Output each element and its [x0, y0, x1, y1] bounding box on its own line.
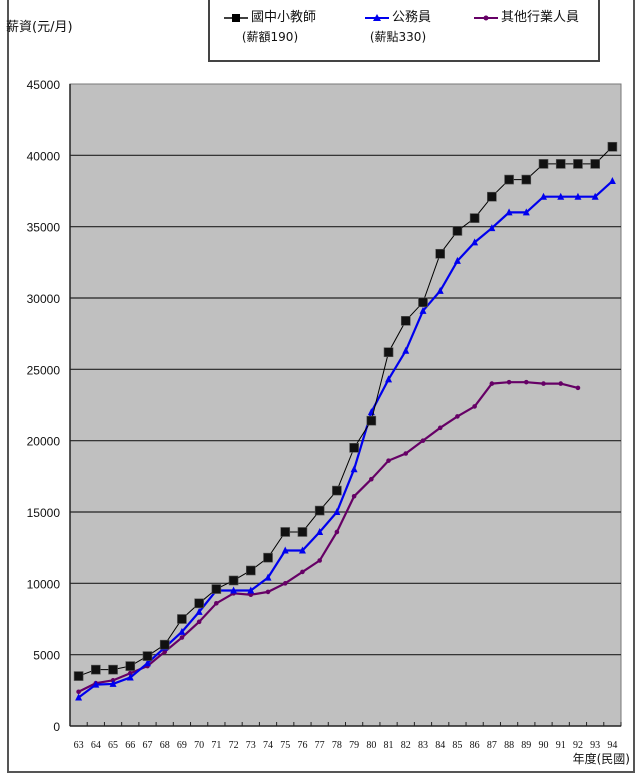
x-tick-label: 91	[556, 740, 566, 751]
legend: 國中小教師 (薪額190) 公務員 (薪點330) 其他行業人員	[208, 0, 600, 62]
x-tick-label: 92	[573, 740, 583, 751]
x-tick-label: 73	[246, 740, 256, 751]
x-tick-label: 71	[211, 740, 221, 751]
dot-marker-icon	[474, 15, 498, 20]
y-axis-label: 薪資(元/月)	[6, 20, 73, 35]
y-tick-label: 40000	[27, 149, 61, 163]
x-tick-label: 83	[418, 740, 428, 751]
x-tick-label: 63	[74, 740, 84, 751]
y-tick-label: 30000	[27, 292, 61, 306]
y-tick-label: 25000	[27, 363, 61, 377]
x-tick-label: 77	[315, 740, 325, 751]
plot-area	[69, 83, 622, 727]
legend-item-other: 其他行業人員	[474, 10, 579, 26]
x-tick-label: 66	[125, 740, 135, 751]
x-tick-label: 75	[280, 740, 290, 751]
x-tick-label: 69	[177, 740, 187, 751]
x-tick-label: 64	[91, 740, 101, 751]
x-tick-label: 82	[401, 740, 411, 751]
x-tick-label: 84	[435, 740, 445, 751]
legend-sub-teacher: (薪額190)	[241, 30, 299, 44]
x-tick-label: 76	[297, 740, 307, 751]
x-tick-label: 94	[607, 740, 617, 751]
x-tick-label: 72	[229, 740, 239, 751]
y-tick-label: 15000	[27, 506, 61, 520]
x-tick-label: 90	[539, 740, 549, 751]
x-tick-label: 67	[142, 740, 152, 751]
x-tick-label: 78	[332, 740, 342, 751]
legend-item-civil: 公務員 (薪點330)	[365, 10, 431, 45]
x-tick-label: 81	[384, 740, 394, 751]
y-tick-label: 10000	[27, 577, 61, 591]
series-0	[73, 141, 618, 681]
y-tick-label: 0	[53, 720, 60, 734]
triangle-marker-icon	[365, 13, 389, 21]
x-tick-label: 88	[504, 740, 514, 751]
x-tick-label: 86	[470, 740, 480, 751]
x-tick-label: 80	[366, 740, 376, 751]
legend-label-teacher: 國中小教師	[251, 10, 317, 25]
legend-label-civil: 公務員	[392, 10, 432, 25]
legend-item-teacher: 國中小教師 (薪額190)	[224, 10, 316, 45]
legend-sub-civil: (薪點330)	[369, 30, 427, 44]
x-tick-label: 74	[263, 740, 273, 751]
y-tick-label: 5000	[33, 649, 60, 663]
x-tick-label: 85	[452, 740, 462, 751]
x-tick-label: 93	[590, 740, 600, 751]
x-tick-label: 89	[521, 740, 531, 751]
x-tick-label: 79	[349, 740, 359, 751]
y-tick-label: 35000	[27, 221, 61, 235]
square-marker-icon	[224, 13, 248, 22]
x-axis-label: 年度(民國)	[572, 752, 630, 766]
y-tick-label: 20000	[27, 435, 61, 449]
x-tick-label: 70	[194, 740, 204, 751]
legend-label-other: 其他行業人員	[501, 10, 580, 25]
x-tick-label: 87	[487, 740, 497, 751]
x-tick-label: 65	[108, 740, 118, 751]
x-tick-label: 68	[160, 740, 170, 751]
y-tick-label: 45000	[27, 78, 61, 92]
